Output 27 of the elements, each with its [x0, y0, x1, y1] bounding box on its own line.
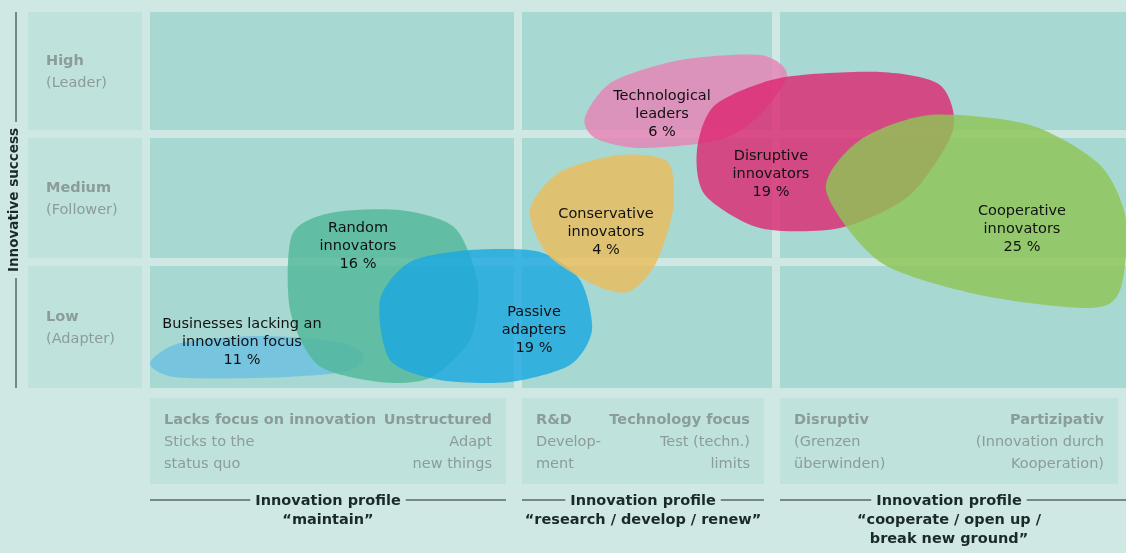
text: Innovation profile “cooperate / open up / break new ground”: [857, 492, 1042, 546]
data-label: 19 %: [752, 183, 790, 199]
data-label: 11 %: [223, 351, 261, 367]
series-label: Random innovators: [319, 219, 397, 253]
text: R&D Develop- ment: [536, 411, 601, 471]
series-label: Businesses lacking an innovation focus: [162, 315, 322, 349]
category-label: Medium (Follower): [46, 179, 118, 217]
category-label: Low (Adapter): [46, 308, 115, 346]
text: Innovative success: [5, 127, 21, 273]
text: Technology focus Test (techn.) limits: [609, 411, 750, 471]
data-label: 4 %: [592, 241, 620, 257]
data-label: 19 %: [515, 339, 553, 355]
series-label: Disruptive innovators: [732, 147, 810, 181]
series-label: Technological leaders: [612, 87, 711, 121]
data-label: 25 %: [1003, 238, 1041, 254]
category-label: High (Leader): [46, 52, 108, 90]
text: Partizipativ (Innovation durch Kooperation): [975, 411, 1105, 471]
series-label: Passive adapters: [501, 303, 567, 337]
series-label: Conservative innovators: [558, 205, 654, 239]
text: Unstructured Adapt new things: [383, 411, 493, 471]
series-label: Cooperative innovators: [977, 202, 1067, 236]
data-label: 6 %: [648, 123, 676, 139]
text: Disruptiv (Grenzen überwinden): [794, 411, 886, 471]
text: Lacks focus on innovation Sticks to the status quo: [164, 411, 377, 471]
text: Innovation profile “maintain”: [255, 492, 401, 527]
text: Innovation profile “research / develop / renew”: [524, 492, 762, 527]
data-label: 16 %: [339, 255, 377, 271]
